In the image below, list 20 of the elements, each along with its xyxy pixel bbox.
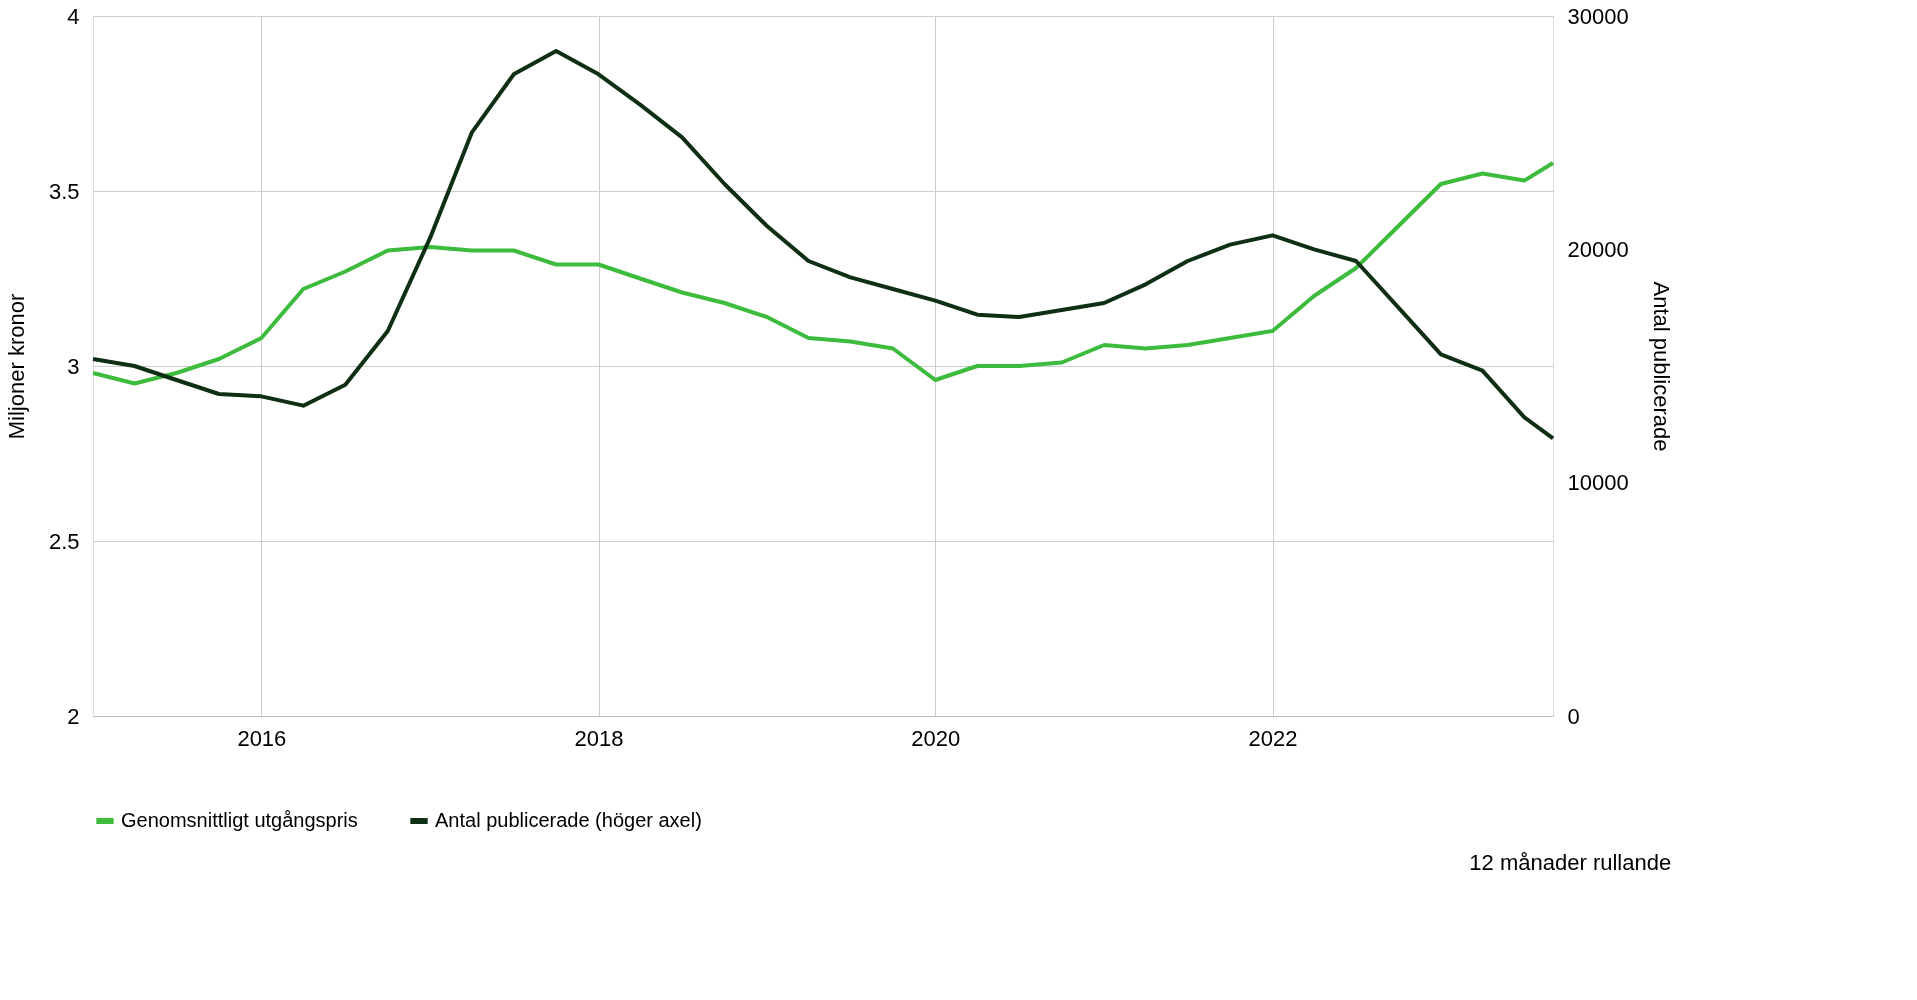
y-tick-label: 2 — [67, 703, 80, 729]
x-tick-label: 2020 — [911, 725, 961, 751]
y-axis-title: Miljoner kronor — [3, 293, 29, 440]
y-tick-label: 3 — [67, 353, 80, 379]
x-tick-label: 2022 — [1248, 725, 1298, 751]
y2-tick-label: 10000 — [1567, 470, 1629, 496]
x-tick-label: 2018 — [574, 725, 624, 751]
legend-label: Antal publicerade (höger axel) — [435, 809, 702, 831]
y-tick-label: 3.5 — [48, 178, 80, 204]
text: 12 månader rullande — [1469, 850, 1672, 875]
y2-axis-title: Antal publicerade — [1648, 281, 1674, 452]
y2-tick-label: 20000 — [1567, 236, 1629, 262]
y2-tick-label: 30000 — [1567, 3, 1629, 29]
y2-tick-label: 0 — [1567, 703, 1580, 729]
line-series — [91, 49, 1555, 441]
x-tick-label: 2016 — [237, 725, 287, 751]
legend-label: Genomsnittligt utgångspris — [121, 809, 358, 831]
y-tick-label: 4 — [67, 3, 80, 29]
line-series — [91, 161, 1555, 386]
y-tick-label: 2.5 — [48, 528, 80, 554]
